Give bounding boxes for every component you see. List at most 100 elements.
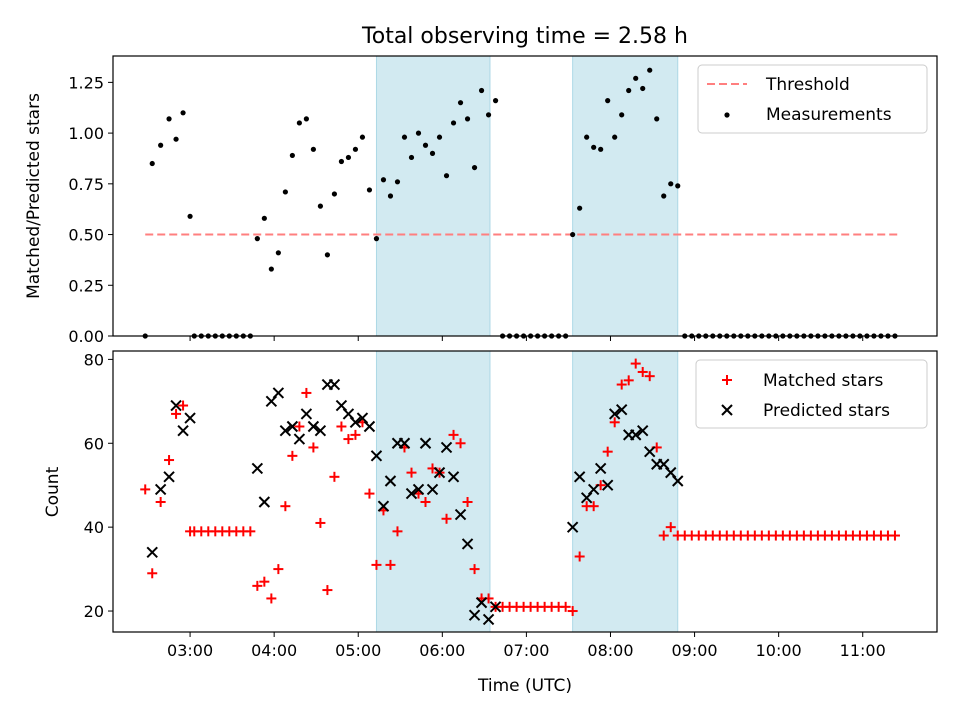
measurement-point <box>633 75 639 81</box>
predicted-star-point <box>566 521 579 533</box>
predicted-star-point <box>412 483 425 496</box>
matched-star-point <box>665 522 676 533</box>
matched-star-point <box>273 564 284 575</box>
bottom-x-tick-label: 10:00 <box>756 641 802 660</box>
measurement-point <box>324 252 331 258</box>
measurement-point <box>675 183 681 189</box>
predicted-star-point <box>630 429 642 441</box>
predicted-star-point <box>184 412 196 424</box>
measurement-point <box>436 134 443 140</box>
matched-star-point <box>469 564 480 575</box>
measurement-point <box>310 146 316 152</box>
predicted-star-point <box>475 596 488 609</box>
matched-star-point <box>567 606 578 617</box>
measurement-point <box>366 187 373 193</box>
predicted-star-point <box>154 483 167 496</box>
matched-star-point <box>178 400 189 411</box>
predicted-star-point <box>307 420 320 433</box>
predicted-star-point <box>637 424 649 437</box>
top-legend: Threshold Measurements <box>697 64 928 134</box>
predicted-star-point <box>608 408 621 420</box>
top-frame <box>112 55 938 337</box>
matched-star-point <box>385 559 396 570</box>
measurement-point <box>180 110 186 116</box>
legend-measurements-swatch <box>724 112 730 118</box>
predicted-star-point <box>433 466 446 479</box>
predicted-star-point <box>644 445 656 458</box>
top-y-tick-label: 1.00 <box>68 124 104 143</box>
bottom-shaded-interval-2 <box>572 350 679 633</box>
predicted-star-point <box>377 500 390 512</box>
bottom-x-tick-label: 09:00 <box>672 641 718 660</box>
bottom-x-tick-label: 08:00 <box>587 641 633 660</box>
matched-star-point <box>623 375 634 386</box>
predicted-star-point <box>594 462 607 475</box>
matched-star-point <box>322 585 333 596</box>
predicted-star-point <box>398 437 411 449</box>
predicted-star-point <box>672 475 684 487</box>
matched-star-point <box>350 429 361 440</box>
x-axis-label: Time (UTC) <box>477 676 572 696</box>
measurement-point <box>173 136 179 142</box>
measurement-point <box>387 193 394 199</box>
measurement-point <box>429 150 436 156</box>
matched-star-point <box>294 421 305 432</box>
measurement-point <box>661 193 667 199</box>
matched-star-point <box>315 517 326 528</box>
matched-star-point <box>455 438 466 449</box>
predicted-star-point <box>615 404 628 416</box>
matched-star-point <box>280 501 291 512</box>
bottom-y-tick-label: 80 <box>84 350 104 369</box>
measurement-point <box>654 116 660 122</box>
bottom-x-tick-label: 06:00 <box>419 641 465 660</box>
bottom-panel: 20 40 60 80 03:00 04:00 05:00 06:00 07:00 08:00 09… <box>84 350 938 660</box>
predicted-star-point <box>251 462 264 475</box>
predicted-star-point <box>601 479 614 491</box>
bottom-x-tick-label: 05:00 <box>335 641 381 660</box>
matched-star-point <box>329 471 340 482</box>
measurement-point <box>296 120 302 126</box>
measurement-point <box>570 231 576 238</box>
measurement-point <box>598 146 604 152</box>
matched-star-point <box>658 530 669 541</box>
predicted-star-point <box>454 508 467 521</box>
bottom-legend: Matched stars Predicted stars <box>695 359 928 429</box>
measurement-point <box>464 116 471 122</box>
measurement-point <box>254 236 260 242</box>
legend-matched-label: Matched stars <box>763 371 883 391</box>
measurement-point <box>647 67 653 73</box>
measurement-point <box>303 116 309 122</box>
measurement-point <box>408 154 415 161</box>
matched-star-point <box>441 513 452 524</box>
measurement-point <box>380 177 387 183</box>
measurement-point <box>668 181 674 187</box>
bottom-x-tick-label: 11:00 <box>840 641 886 660</box>
measurement-point <box>166 116 172 122</box>
measurement-point <box>338 158 345 165</box>
bottom-legend-box <box>695 359 928 429</box>
predicted-star-point <box>170 399 182 412</box>
predicted-star-point <box>328 378 341 391</box>
chart-title: Total observing time = 2.58 h <box>361 24 688 49</box>
predicted-star-point <box>370 450 383 462</box>
matched-star-point <box>602 446 613 457</box>
predicted-star-point <box>272 387 285 399</box>
predicted-star-point <box>293 433 306 445</box>
legend-measurements-label: Measurements <box>766 105 892 125</box>
bottom-y-tick-label: 20 <box>84 602 104 621</box>
matched-star-point <box>448 429 459 440</box>
measurement-point <box>619 112 625 118</box>
measurement-point <box>187 213 193 219</box>
predicted-star-point <box>461 538 474 550</box>
predicted-star-point <box>349 416 362 429</box>
matched-star-point <box>420 496 431 507</box>
matched-star-point <box>308 442 319 453</box>
predicted-star-point <box>468 609 481 621</box>
predicted-star-point <box>573 471 586 483</box>
measurement-point <box>422 142 429 148</box>
matched-star-point <box>406 467 417 478</box>
predicted-star-point <box>163 471 175 483</box>
top-panel: 0.00 0.25 0.50 0.75 1.00 1.25 Threshold Measure… <box>68 55 938 346</box>
matched-star-point <box>462 496 473 507</box>
predicted-star-point <box>440 441 453 454</box>
